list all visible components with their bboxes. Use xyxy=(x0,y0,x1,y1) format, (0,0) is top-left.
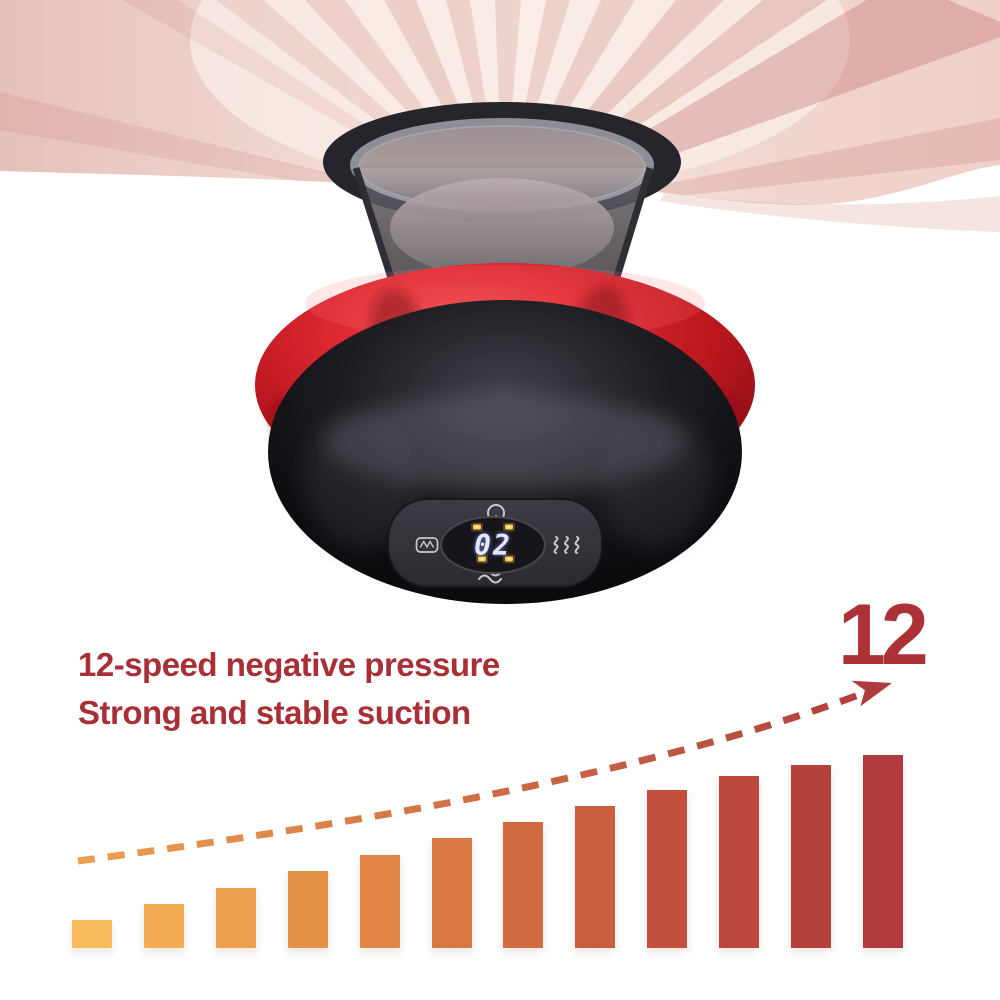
display-value-glow: 02 xyxy=(474,529,512,562)
product-photo: 02 02 xyxy=(0,0,1000,604)
control-panel: 02 02 xyxy=(387,498,603,588)
suction-cup-glass xyxy=(323,102,681,319)
bar-speed-1 xyxy=(72,920,112,948)
bar-speed-7 xyxy=(503,822,544,948)
heat-icon[interactable] xyxy=(553,536,580,554)
bar-speed-4 xyxy=(287,871,328,948)
bar-speed-3 xyxy=(215,888,256,948)
bar-speed-11 xyxy=(791,765,831,948)
bar-speed-2 xyxy=(143,904,184,948)
bar-speed-8 xyxy=(575,806,616,948)
display-value: 02 xyxy=(474,529,512,562)
headline: 12-speed negative pressure Strong and st… xyxy=(78,641,500,737)
skin-sag-shading xyxy=(660,193,1000,232)
headline-line2: Strong and stable suction xyxy=(78,694,471,731)
led-display: 02 02 xyxy=(440,516,546,574)
headline-line1: 12-speed negative pressure xyxy=(78,646,500,683)
bar-speed-6 xyxy=(431,838,472,948)
bar-speed-10 xyxy=(719,776,760,948)
black-body xyxy=(268,300,742,604)
bar-speed-9 xyxy=(647,790,688,948)
indicator-lights xyxy=(471,522,515,564)
max-speed-label: 12 xyxy=(838,587,929,683)
bar-speed-12 xyxy=(862,755,903,948)
bar-speed-5 xyxy=(359,855,400,948)
scrape-mode-icon[interactable] xyxy=(415,537,439,553)
